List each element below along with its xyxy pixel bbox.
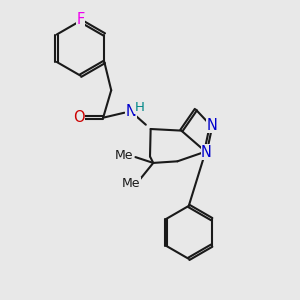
- Text: Me: Me: [122, 177, 140, 190]
- Text: F: F: [76, 12, 85, 27]
- Text: O: O: [73, 110, 85, 125]
- Text: N: N: [207, 118, 218, 133]
- Text: N: N: [125, 104, 136, 119]
- Text: H: H: [135, 101, 145, 114]
- Text: Me: Me: [115, 149, 134, 162]
- Text: N: N: [201, 145, 212, 160]
